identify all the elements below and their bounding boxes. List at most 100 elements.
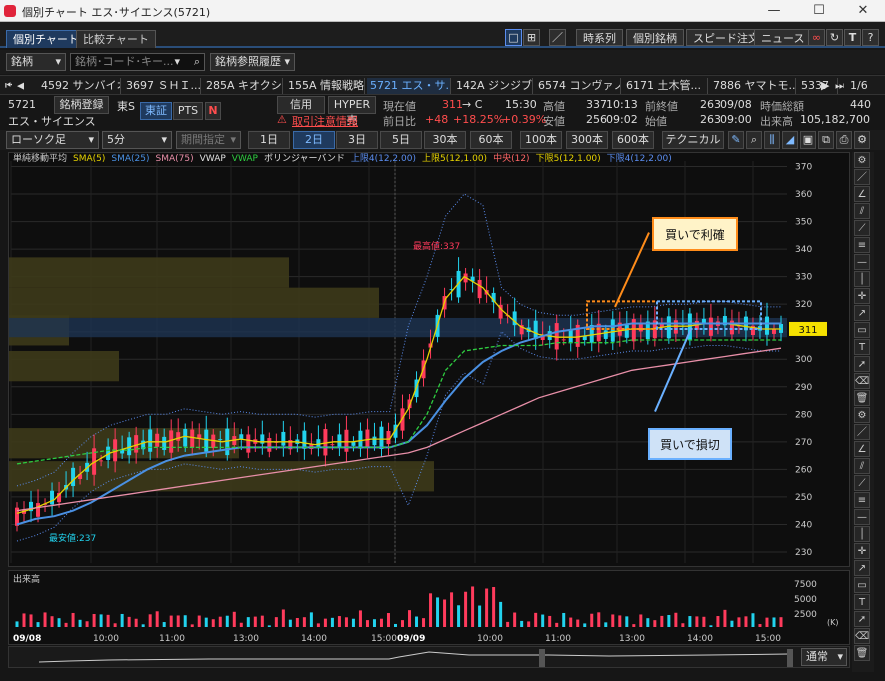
cross-icon[interactable]: ✛ [854,288,870,304]
link-icon[interactable]: ∞ [808,29,825,46]
range-button[interactable]: 100本 [520,131,562,149]
settings-icon[interactable]: ⚙ [854,131,870,149]
cross-icon[interactable]: ✛ [854,543,870,559]
last-page-icon[interactable]: ⏭ [835,79,844,92]
stock-strip-item[interactable]: 4592 サンバイオ [38,78,121,94]
candle-icon[interactable]: ⫼ [764,131,780,149]
trash-icon[interactable]: 🗑 [854,390,870,406]
horizontal-line-icon[interactable]: — [854,254,870,270]
brand-select[interactable]: 銘柄 ▾ [6,53,66,71]
stock-strip-item[interactable]: 142A ジンジブ [453,78,533,94]
help-icon[interactable]: ? [862,29,879,46]
individual-stock-button[interactable]: 個別銘柄 [626,29,684,46]
trash-icon[interactable]: 🗑 [854,645,870,661]
minimize-button[interactable]: — [767,3,781,18]
range-button[interactable]: 60本 [470,131,512,149]
tab-individual-chart[interactable]: 個別チャート [6,30,86,48]
angle-icon[interactable]: ∠ [854,441,870,457]
trend-icon[interactable]: ↗ [854,305,870,321]
timeseries-button[interactable]: 時系列 [576,29,623,46]
stock-strip-item[interactable]: 5337 [798,78,838,94]
range-button[interactable]: 3日 [336,131,378,149]
next-page-icon[interactable]: ▶ [821,79,830,92]
eraser-icon[interactable]: ⌫ [854,373,870,389]
n-icon[interactable]: N [205,102,221,120]
diagonal-line-icon[interactable]: ／ [854,169,870,185]
range-button[interactable]: 600本 [612,131,654,149]
volume-chart[interactable]: 出来高 7500 5000 2500 (K) 09/08 10:00 11:00 13:00 14… [8,570,850,645]
credit-button[interactable]: 信用 [277,96,325,114]
grid-view-icon[interactable]: ⊞ [523,29,540,46]
channel-icon[interactable]: ⫽ [854,458,870,474]
register-button[interactable]: 銘柄登録 [54,96,109,114]
draw-line-icon[interactable]: ／ [549,29,566,46]
text-icon[interactable]: T [844,29,861,46]
period-select[interactable]: 期間指定 ▾ [176,131,241,149]
price-chart[interactable]: 3703603503403303203103002902802702602502… [8,152,850,567]
stock-strip-item[interactable]: 6171 土木管... [623,78,708,94]
stock-strip-item[interactable]: 7886 ヤマトモ... [710,78,796,94]
volume-chart-svg[interactable]: 出来高 7500 5000 2500 (K) 09/08 10:00 11:00 13:00 14… [9,571,851,646]
range-button[interactable]: 30本 [424,131,466,149]
search-icon[interactable]: ⌕ [193,55,200,68]
angle-icon[interactable]: ∠ [854,186,870,202]
mode-select[interactable]: 通常 ▾ [801,648,847,666]
stock-strip-item[interactable]: 155A 情報戦略 [285,78,365,94]
stock-strip-item[interactable]: 285A キオクシ... [203,78,283,94]
fan-icon[interactable]: ⟋ [854,220,870,236]
chart-type-select[interactable]: ローソク足 ▾ [6,131,99,149]
fib-icon[interactable]: ≡ [854,237,870,253]
print-icon[interactable]: ⎙ [836,131,852,149]
text-icon[interactable]: T [854,594,870,610]
refresh-icon[interactable]: ↻ [826,29,843,46]
range-button[interactable]: 1日 [248,131,290,149]
caution-link[interactable]: 取引注意情報 [292,115,358,128]
navigator-svg[interactable] [9,647,851,669]
vertical-line-icon[interactable]: │ [854,271,870,287]
zoom-icon[interactable]: ⌕ [746,131,762,149]
text-icon[interactable]: T [854,339,870,355]
stock-strip-item[interactable]: 3697 ＳＨＩ... [123,78,201,94]
close-button[interactable]: ✕ [857,3,869,18]
technical-button[interactable]: テクニカル [662,131,724,149]
exchange-tse-button[interactable]: 東証 [140,102,172,120]
maximize-button[interactable]: ☐ [813,3,825,18]
navigator-handle[interactable] [539,649,545,667]
navigator-handle[interactable] [787,649,793,667]
history-select[interactable]: 銘柄参照履歴 ▾ [210,53,295,71]
save-icon[interactable]: ▣ [800,131,816,149]
prev-page-icon[interactable]: ◀ [17,79,24,92]
rectangle-icon[interactable]: ▭ [854,322,870,338]
range-button[interactable]: 5日 [380,131,422,149]
area-chart-icon[interactable]: ◢ [782,131,798,149]
eraser-icon[interactable]: ⌫ [854,628,870,644]
arrow-icon[interactable]: ➚ [854,356,870,372]
stock-strip-item[interactable]: 5721 エス・サ... [367,78,451,94]
navigator[interactable]: 通常 ▾ [8,646,850,668]
channel-icon[interactable]: ⫽ [854,203,870,219]
price-chart-svg[interactable]: 3703603503403303203103002902802702602502… [9,152,851,568]
diagonal-line-icon[interactable]: ／ [854,424,870,440]
first-page-icon[interactable]: ⏮ [5,79,12,92]
single-view-icon[interactable]: □ [505,29,522,46]
vertical-line-icon[interactable]: │ [854,526,870,542]
copy-icon[interactable]: ⧉ [818,131,834,149]
speed-order-button[interactable]: スピード注文 [686,29,766,46]
hyper-button[interactable]: HYPER売 [328,96,376,127]
horizontal-line-icon[interactable]: — [854,509,870,525]
stock-strip-item[interactable]: 6574 コンヴァノ [535,78,621,94]
gear-icon[interactable]: ⚙ [854,152,870,168]
search-input[interactable]: 銘柄･コード･キー... ▾ ⌕ [70,53,205,71]
range-button[interactable]: 2日 [293,131,335,149]
gear-icon[interactable]: ⚙ [854,407,870,423]
interval-select[interactable]: 5分 ▾ [102,131,172,149]
tab-compare-chart[interactable]: 比較チャート [76,30,156,48]
fib-icon[interactable]: ≡ [854,492,870,508]
trend-icon[interactable]: ↗ [854,560,870,576]
news-button[interactable]: ニュース [754,29,812,46]
range-button[interactable]: 300本 [566,131,608,149]
rectangle-icon[interactable]: ▭ [854,577,870,593]
arrow-icon[interactable]: ➚ [854,611,870,627]
exchange-pts-button[interactable]: PTS [173,102,203,120]
fan-icon[interactable]: ⟋ [854,475,870,491]
